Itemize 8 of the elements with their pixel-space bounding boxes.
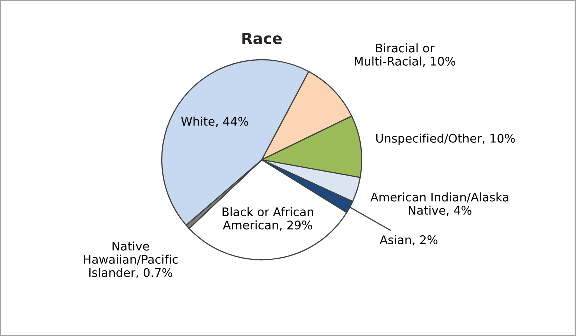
chart-title: Race <box>242 33 282 44</box>
slice-label: Asian, 2% <box>380 235 438 246</box>
slice-label: Biracial or Multi-Racial, 10% <box>355 44 456 68</box>
slice-label: American Indian/Alaska Native, 4% <box>370 192 509 216</box>
slice-label: Unspecified/Other, 10% <box>376 134 516 146</box>
slice-label: White, 44% <box>181 116 248 128</box>
slice-label: Black or African American, 29% <box>222 207 314 231</box>
slice-label: Native Hawaiian/Pacific Islander, 0.7% <box>84 242 178 278</box>
